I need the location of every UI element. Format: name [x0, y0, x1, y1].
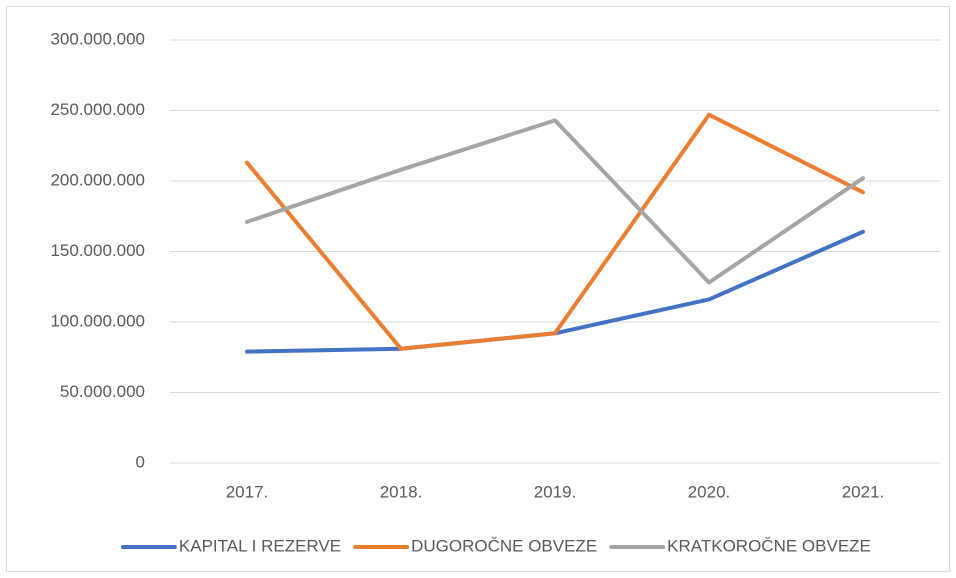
y-tick-label: 150.000.000	[50, 241, 145, 260]
legend-label: KAPITAL I REZERVE	[179, 536, 341, 555]
legend-label: KRATKOROČNE OBVEZE	[667, 536, 871, 555]
y-tick-label: 250.000.000	[50, 100, 145, 119]
y-tick-label: 100.000.000	[50, 311, 145, 330]
y-tick-label: 50.000.000	[60, 382, 145, 401]
series-line	[245, 112, 865, 351]
x-tick-label: 2018.	[380, 482, 423, 501]
x-tick-label: 2020.	[688, 482, 731, 501]
x-tick-label: 2019.	[534, 482, 577, 501]
y-tick-label: 300.000.000	[50, 29, 145, 48]
series-line	[245, 118, 865, 285]
legend-label: DUGOROČNE OBVEZE	[411, 536, 597, 555]
x-tick-label: 2017.	[226, 482, 269, 501]
y-tick-label: 200.000.000	[50, 170, 145, 189]
x-tick-label: 2021.	[842, 482, 885, 501]
y-tick-label: 0	[136, 452, 145, 471]
chart-border	[6, 6, 950, 572]
